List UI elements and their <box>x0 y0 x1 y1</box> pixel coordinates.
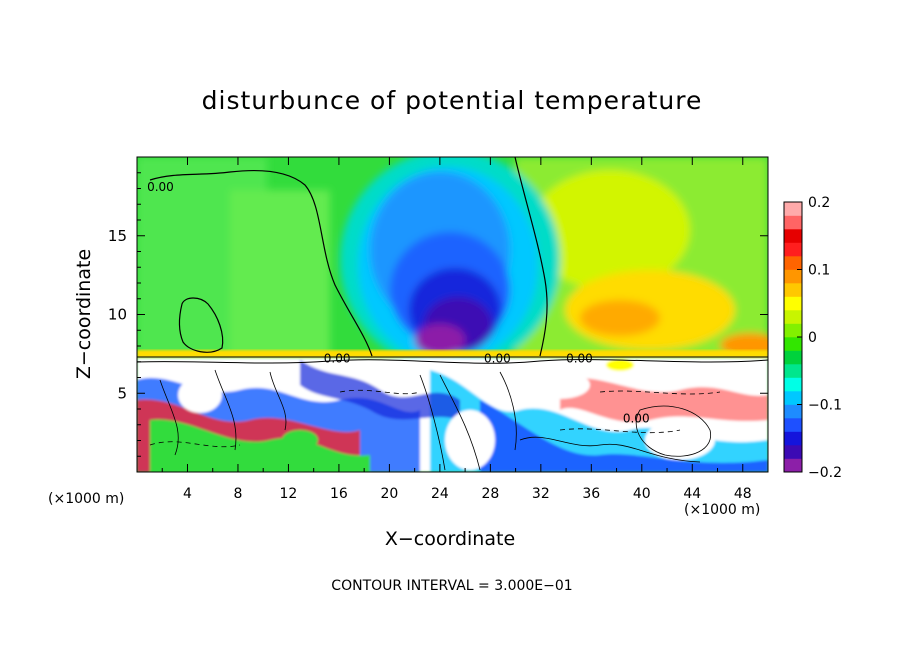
y-tick-label-5: 5 <box>117 384 127 402</box>
zero-contour-left <box>149 169 373 357</box>
colorbar-swatch-4 <box>784 404 802 419</box>
x-tick-label-12: 12 <box>280 486 298 502</box>
x-tick-label-36: 36 <box>582 486 600 502</box>
plot-area: 0.00 0.00 0.00 0.00 0.00 <box>137 157 768 472</box>
colorbar-swatch-12 <box>784 296 802 311</box>
colorbar-swatch-18 <box>784 215 802 230</box>
contour-label-4: 0.00 <box>623 411 650 425</box>
x-tick-label-8: 8 <box>233 486 242 502</box>
x-tick-label-40: 40 <box>633 486 651 502</box>
zero-contour-blob <box>178 297 224 353</box>
colorbar-swatch-2 <box>784 431 802 446</box>
colorbar-swatch-3 <box>784 418 802 432</box>
x-tick-label-32: 32 <box>532 486 550 502</box>
contour-label-1: 0.00 <box>324 352 351 366</box>
y-tick-label-10: 10 <box>108 306 127 324</box>
contour-interval-note: CONTOUR INTERVAL = 3.000E−01 <box>331 578 573 594</box>
zero-contour-right <box>514 157 548 357</box>
colorbar-swatch-15 <box>784 256 802 270</box>
contour-label-2: 0.00 <box>484 352 511 366</box>
colorbar-swatch-17 <box>784 229 802 243</box>
contour-lines <box>137 157 768 471</box>
y-axis-label: Z−coordinate <box>73 248 95 380</box>
colorbar-swatch-19 <box>784 202 802 216</box>
contour-labels: 0.00 0.00 0.00 0.00 0.00 <box>147 180 649 426</box>
x-axis: 4 8 12 16 20 24 28 32 36 40 44 48 <box>161 157 752 502</box>
y-tick-label-15: 15 <box>108 227 127 245</box>
colorbar-swatch-13 <box>784 283 802 297</box>
chart-title: disturbunce of potential temperature <box>201 86 703 115</box>
colorbar-swatch-5 <box>784 391 802 405</box>
colorbar-tick-label-3: −0.1 <box>808 398 842 414</box>
colorbar-swatch-6 <box>784 377 802 392</box>
colorbar-swatch-9 <box>784 337 802 351</box>
colorbar-swatch-1 <box>784 445 802 459</box>
colorbar-tick-label-4: −0.2 <box>808 465 842 481</box>
colorbar-swatch-11 <box>784 310 802 324</box>
x-tick-label-20: 20 <box>380 486 398 502</box>
colorbar: 0.2 0.1 0 −0.1 −0.2 <box>783 195 842 481</box>
lower-contour-3 <box>519 405 711 463</box>
colorbar-tick-label-0: 0.2 <box>808 195 830 211</box>
colorbar-tick-label-1: 0.1 <box>808 263 830 279</box>
x-tick-label-16: 16 <box>330 486 348 502</box>
upper-field <box>137 157 768 370</box>
colorbar-swatch-14 <box>784 269 802 284</box>
colorbar-tick-label-2: 0 <box>808 330 817 346</box>
colorbar-swatch-16 <box>784 242 802 257</box>
interface-contour-2 <box>137 359 768 364</box>
contour-label-3: 0.00 <box>566 352 593 366</box>
x-unit-label-left: (×1000 m) <box>48 491 125 507</box>
colorbar-swatch-7 <box>784 364 802 378</box>
y-axis: 5 10 15 <box>108 172 768 457</box>
lower-contour-1 <box>159 369 517 471</box>
colorbar-swatch-10 <box>784 323 802 338</box>
colorbar-swatch-8 <box>784 350 802 365</box>
x-tick-label-44: 44 <box>683 486 701 502</box>
x-axis-label: X−coordinate <box>384 528 516 550</box>
x-tick-label-28: 28 <box>481 486 499 502</box>
x-tick-label-24: 24 <box>431 486 449 502</box>
x-unit-label-right: (×1000 m) <box>684 502 761 518</box>
x-tick-label-4: 4 <box>183 486 192 502</box>
contour-label-0: 0.00 <box>147 180 174 194</box>
interface-band <box>137 350 768 358</box>
lower-contour-2 <box>149 389 721 448</box>
colorbar-swatch-0 <box>784 458 802 473</box>
lower-field <box>137 358 768 472</box>
x-tick-label-48: 48 <box>734 486 752 502</box>
